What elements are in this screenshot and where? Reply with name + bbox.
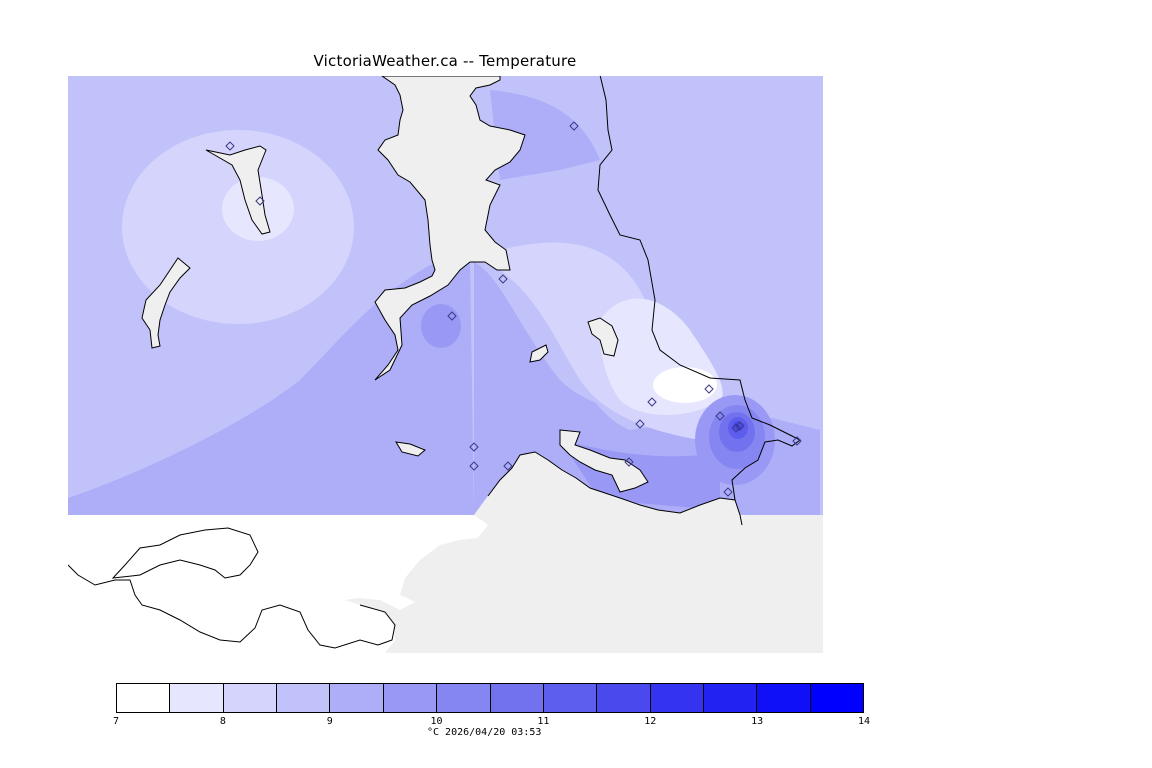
- station-marker: [503, 461, 513, 471]
- coastline: [487, 451, 743, 526]
- legend-bin: [543, 684, 598, 712]
- temperature-map: [68, 76, 823, 653]
- station-marker: [255, 196, 265, 206]
- legend-tick-label: 12: [644, 716, 657, 727]
- map-title: VictoriaWeather.ca -- Temperature: [313, 52, 577, 70]
- legend-bin: [703, 684, 758, 712]
- legend-bin: [437, 684, 491, 712]
- legend-bin: [330, 684, 384, 712]
- unit-and-timestamp: °C 2026/04/20 03:53: [427, 727, 542, 738]
- legend-bin: [757, 684, 811, 712]
- station-marker: [735, 421, 745, 431]
- weather-stations: [225, 121, 802, 497]
- legend-bin: [170, 684, 224, 712]
- land-masses: [68, 76, 823, 653]
- contour-band-9.5-10: [421, 304, 461, 348]
- legend-bin: [810, 684, 864, 712]
- station-marker: [647, 397, 657, 407]
- station-marker: [498, 274, 508, 284]
- legend-bin: [597, 684, 651, 712]
- station-marker: [569, 121, 579, 131]
- legend-tick-label: 13: [751, 716, 764, 727]
- station-marker: [469, 442, 479, 452]
- station-marker: [792, 436, 802, 446]
- contour-band-9-9.5: [68, 262, 474, 515]
- temperature-scale-ticks: 7 8 9 10 11 12 13 14: [112, 716, 870, 730]
- temperature-color-scale: [116, 683, 864, 713]
- legend-tick-label: 10: [430, 716, 443, 727]
- station-marker: [225, 141, 235, 151]
- station-marker: [469, 461, 479, 471]
- station-marker: [715, 411, 725, 421]
- legend-tick-label: 7: [112, 716, 120, 727]
- contour-band-7-7.5: [653, 367, 717, 403]
- station-marker: [704, 384, 714, 394]
- station-marker: [624, 457, 634, 467]
- legend-bin: [490, 684, 544, 712]
- legend-tick-label: 9: [326, 716, 333, 727]
- station-marker: [723, 487, 733, 497]
- station-marker: [731, 423, 741, 433]
- station-marker: [447, 311, 457, 321]
- legend-bin: [650, 684, 704, 712]
- contour-band-9-9.5: [490, 90, 600, 180]
- station-marker: [635, 419, 645, 429]
- legend-bin: [383, 684, 438, 712]
- legend-bin: [277, 684, 331, 712]
- legend-bin: [117, 684, 171, 712]
- legend-tick-label: 11: [537, 716, 550, 727]
- legend-tick-label: 14: [857, 716, 871, 727]
- map-canvas: [68, 76, 823, 653]
- legend-tick-label: 8: [219, 716, 226, 727]
- legend-bin: [223, 684, 278, 712]
